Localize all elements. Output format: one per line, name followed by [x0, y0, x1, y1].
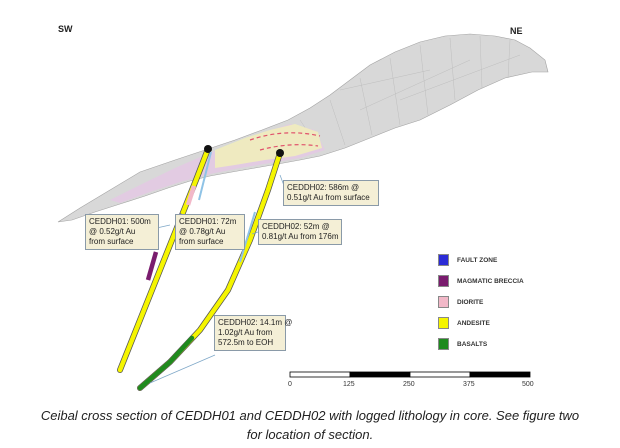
- callout-ceddh02-14m: CEDDH02: 14.1m @ 1.02g/t Au from 572.5m …: [214, 315, 293, 351]
- andesite-model: [215, 124, 322, 168]
- legend-label: ANDESITE: [457, 319, 490, 327]
- caption-line-2: for location of section.: [246, 427, 374, 442]
- lithology-legend: FAULT ZONE MAGMATIC BRECCIA DIORITE ANDE…: [438, 253, 548, 358]
- legend-label: DIORITE: [457, 298, 484, 306]
- callout-line: 0.81g/t Au from 176m: [262, 232, 339, 241]
- callout-line: 572.5m to EOH: [218, 338, 274, 347]
- callout-line: from surface: [89, 237, 134, 246]
- intercept-trace-ceddh02: [239, 211, 256, 263]
- figure-caption: Ceibal cross section of CEDDH01 and CEDD…: [0, 406, 620, 444]
- collar-ceddh01: [204, 145, 212, 153]
- intercept-trace-ceddh01: [198, 151, 212, 201]
- callout-line: CEDDH02: 52m @: [262, 222, 330, 231]
- scale-tick-label: 375: [463, 381, 475, 388]
- collar-ceddh02: [276, 149, 284, 157]
- caption-line-1: Ceibal cross section of CEDDH01 and CEDD…: [40, 408, 580, 423]
- legend-swatch: [438, 317, 449, 329]
- grade-shell-dashes: [249, 132, 321, 141]
- drillhole-ceddh01-breccia: [145, 251, 159, 281]
- legend-swatch: [438, 296, 449, 308]
- legend-item-fault-zone: FAULT ZONE: [438, 253, 548, 267]
- callout-line: 1.02g/t Au from: [218, 328, 273, 337]
- callout-ceddh01-500m: CEDDH01: 500m @ 0.52g/t Au from surface: [85, 214, 159, 250]
- scale-tick-label: 125: [343, 381, 355, 388]
- grade-shell-dashes-2: [259, 144, 319, 151]
- legend-item-diorite: DIORITE: [438, 295, 548, 309]
- legend-item-magmatic-breccia: MAGMATIC BRECCIA: [438, 274, 548, 288]
- legend-label: MAGMATIC BRECCIA: [457, 277, 524, 285]
- drillhole-ceddh01-andesite: [117, 146, 211, 373]
- callout-line: CEDDH01: 72m: [179, 217, 237, 226]
- scale-bar: [289, 371, 531, 378]
- scale-tick-label: 250: [403, 381, 415, 388]
- legend-label: FAULT ZONE: [457, 256, 498, 264]
- legend-swatch: [438, 254, 449, 266]
- legend-swatch: [438, 275, 449, 287]
- callout-line: @ 0.78g/t Au: [179, 227, 226, 236]
- legend-label: BASALTS: [457, 340, 488, 348]
- drillhole-ceddh02-basalt: [137, 335, 195, 391]
- legend-swatch: [438, 338, 449, 350]
- direction-label-right: NE: [510, 26, 523, 36]
- drillhole-ceddh01-diorite: [185, 185, 197, 206]
- callout-line: CEDDH02: 14.1m @: [218, 318, 293, 327]
- callout-line: from surface: [179, 237, 224, 246]
- callout-ceddh02-586m: CEDDH02: 586m @ 0.51g/t Au from surface: [283, 180, 379, 206]
- callout-line: CEDDH01: 500m: [89, 217, 151, 226]
- legend-item-basalts: BASALTS: [438, 337, 548, 351]
- callout-ceddh01-72m: CEDDH01: 72m @ 0.78g/t Au from surface: [175, 214, 245, 250]
- scale-tick-label: 0: [288, 381, 292, 388]
- callout-line: 0.51g/t Au from surface: [287, 193, 370, 202]
- callout-line: CEDDH02: 586m @: [287, 183, 360, 192]
- callout-line: @ 0.52g/t Au: [89, 227, 136, 236]
- legend-item-andesite: ANDESITE: [438, 316, 548, 330]
- callout-ceddh02-52m: CEDDH02: 52m @ 0.81g/t Au from 176m: [258, 219, 342, 245]
- direction-label-left: SW: [58, 24, 73, 34]
- scale-tick-label: 500: [522, 381, 534, 388]
